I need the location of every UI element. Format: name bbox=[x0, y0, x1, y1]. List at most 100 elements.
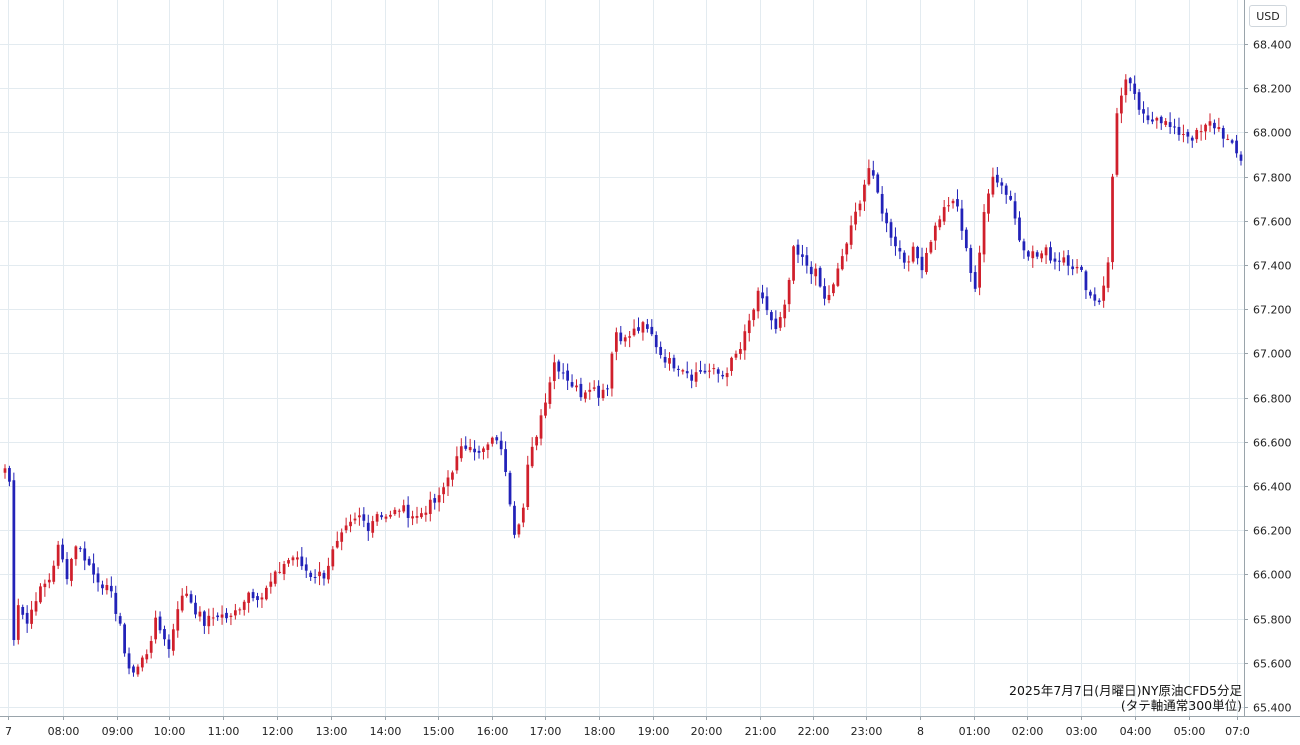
y-tick-label: 67.400 bbox=[1253, 260, 1292, 273]
candle bbox=[1133, 75, 1137, 100]
candle-body bbox=[393, 509, 397, 515]
x-tick-label: 21:00 bbox=[745, 725, 777, 738]
candle bbox=[557, 359, 561, 380]
candle-body bbox=[836, 268, 840, 286]
candle-body bbox=[1093, 294, 1097, 301]
candle-body bbox=[433, 498, 437, 503]
candle-body bbox=[982, 212, 986, 255]
candle bbox=[87, 556, 91, 567]
candle-body bbox=[242, 601, 246, 610]
chart-caption: 2025年7月7日(月曜日)NY原油CFD5分足 (タテ軸通常300単位) bbox=[1009, 683, 1242, 713]
candle bbox=[127, 647, 131, 675]
candle-body bbox=[1190, 137, 1194, 141]
candle bbox=[601, 383, 605, 401]
candle-body bbox=[1004, 185, 1008, 195]
candle bbox=[1031, 245, 1035, 268]
candle bbox=[752, 308, 756, 327]
candle bbox=[504, 441, 507, 477]
candle bbox=[685, 361, 689, 379]
candle bbox=[530, 437, 534, 469]
candle-body bbox=[756, 290, 760, 312]
candle-body bbox=[83, 548, 87, 561]
candle-body bbox=[832, 284, 835, 294]
candle-body bbox=[1142, 109, 1145, 114]
candle-body bbox=[92, 563, 95, 575]
candle bbox=[313, 569, 317, 584]
candle-body bbox=[827, 294, 831, 301]
candle-body bbox=[942, 207, 946, 222]
candle-body bbox=[933, 225, 937, 241]
x-tick-label: 7 bbox=[5, 725, 12, 738]
candle bbox=[1062, 250, 1066, 266]
y-tick-label: 67.200 bbox=[1253, 304, 1292, 317]
candle bbox=[495, 435, 499, 445]
candle bbox=[490, 436, 494, 447]
candle-body bbox=[885, 212, 888, 224]
candle bbox=[561, 363, 565, 380]
candle-body bbox=[947, 205, 950, 207]
candle-body bbox=[176, 609, 180, 631]
candle-body bbox=[1213, 122, 1216, 129]
candle-body bbox=[925, 252, 928, 273]
candle-body bbox=[304, 564, 308, 571]
candle bbox=[411, 510, 414, 526]
candle bbox=[1195, 127, 1199, 143]
candle bbox=[947, 197, 950, 212]
candle bbox=[371, 515, 375, 538]
candle bbox=[694, 362, 698, 388]
candle-body bbox=[1124, 79, 1128, 96]
candle bbox=[158, 611, 162, 634]
y-tick-label: 67.000 bbox=[1253, 348, 1292, 361]
candle bbox=[508, 470, 512, 507]
candle-body bbox=[1084, 271, 1088, 291]
candle bbox=[442, 482, 445, 504]
candle-body bbox=[1230, 140, 1234, 143]
candle-body bbox=[672, 357, 676, 369]
candle-body bbox=[78, 548, 82, 550]
candle-body bbox=[1168, 122, 1172, 128]
candle bbox=[180, 588, 184, 613]
candle-body bbox=[1026, 251, 1030, 257]
candle bbox=[167, 634, 171, 658]
candle-body bbox=[663, 356, 667, 363]
candle-body bbox=[428, 499, 432, 514]
candle-body bbox=[171, 629, 175, 651]
currency-label[interactable]: USD bbox=[1249, 5, 1287, 27]
candle bbox=[25, 605, 29, 633]
candle bbox=[455, 446, 459, 474]
candle bbox=[451, 470, 454, 487]
candle-body bbox=[809, 266, 813, 275]
candle bbox=[725, 367, 729, 387]
candle-body bbox=[451, 472, 454, 480]
candle-body bbox=[260, 597, 264, 600]
candle bbox=[654, 331, 658, 354]
candle bbox=[942, 199, 946, 226]
candle-body bbox=[513, 505, 516, 535]
candle bbox=[101, 580, 104, 595]
candle bbox=[1137, 88, 1141, 115]
candle bbox=[920, 247, 924, 279]
candle-body bbox=[778, 317, 782, 328]
candle bbox=[973, 265, 977, 293]
candle-body bbox=[287, 560, 290, 564]
candle-body bbox=[526, 464, 530, 507]
candle bbox=[1009, 190, 1013, 201]
x-tick-label: 19:00 bbox=[638, 725, 670, 738]
candle-body bbox=[1080, 266, 1083, 270]
candle-body bbox=[74, 546, 78, 560]
candle bbox=[1217, 117, 1221, 132]
candle-body bbox=[889, 222, 893, 238]
x-tick-label: 13:00 bbox=[316, 725, 348, 738]
candle-body bbox=[198, 611, 202, 617]
candle-body bbox=[1204, 124, 1207, 132]
candle bbox=[473, 440, 476, 461]
candle-body bbox=[1239, 154, 1243, 161]
candle bbox=[185, 585, 189, 598]
candle bbox=[871, 160, 875, 179]
candle bbox=[468, 438, 472, 453]
candle-body bbox=[366, 522, 370, 532]
candle-body bbox=[225, 612, 228, 619]
y-tick-label: 67.800 bbox=[1253, 172, 1292, 185]
candle bbox=[1208, 113, 1212, 132]
candle-body bbox=[1071, 266, 1075, 270]
